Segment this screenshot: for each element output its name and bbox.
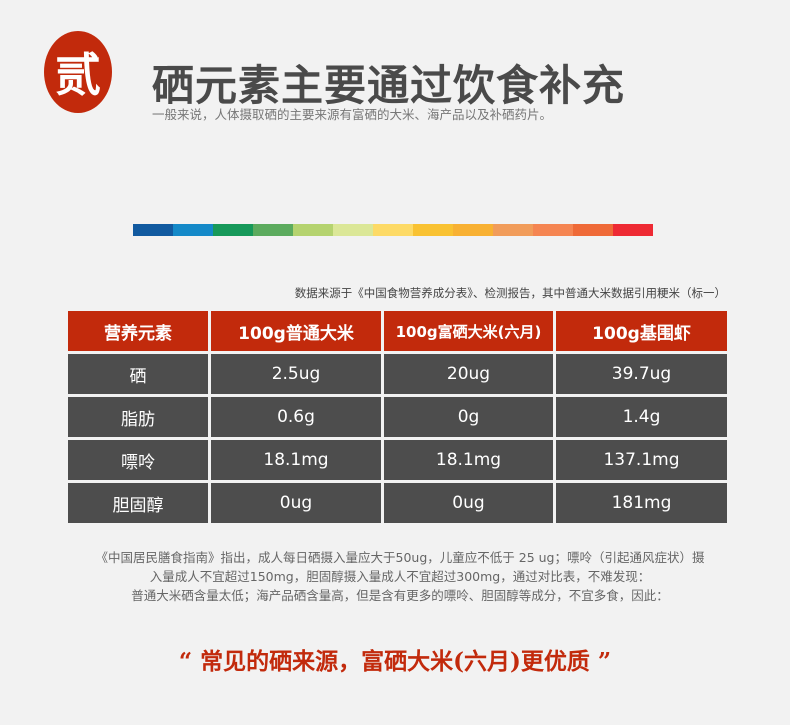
header-cell: 100g基围虾 [556, 311, 727, 351]
color-swatch [373, 224, 413, 236]
table-cell: 18.1mg [211, 440, 381, 480]
table-cell: 181mg [556, 483, 727, 523]
color-swatch [293, 224, 333, 236]
color-swatch [453, 224, 493, 236]
note-line: 《中国居民膳食指南》指出，成人每日硒摄入量应大于50ug，儿童应不低于 25 u… [95, 550, 705, 565]
page-title: 硒元素主要通过饮食补充 [152, 61, 626, 110]
color-swatch [413, 224, 453, 236]
table-row: 胆固醇 0ug 0ug 181mg [68, 483, 727, 523]
header-cell: 100g普通大米 [211, 311, 381, 351]
color-swatch [173, 224, 213, 236]
note-line: 入量成人不宜超过150mg，胆固醇摄入量成人不宜超过300mg，通过对比表，不难… [149, 569, 651, 584]
color-swatch [253, 224, 293, 236]
color-swatch [133, 224, 173, 236]
explanation-text: 《中国居民膳食指南》指出，成人每日硒摄入量应大于50ug，儿童应不低于 25 u… [40, 548, 760, 605]
table-cell: 39.7ug [556, 354, 727, 394]
source-note: 数据来源于《中国食物营养成分表》、检测报告，其中普通大米数据引用粳米（标一） [294, 286, 726, 300]
section-number-badge: 贰 [44, 31, 112, 113]
table-cell: 0ug [384, 483, 553, 523]
header-cell: 营养元素 [68, 311, 208, 351]
conclusion-quote: “ 常见的硒来源，富硒大米(六月)更优质 ” [178, 648, 612, 675]
header-cell: 100g富硒大米(六月) [384, 311, 553, 351]
table-cell: 硒 [68, 354, 208, 394]
page-subtitle: 一般来说，人体摄取硒的主要来源有富硒的大米、海产品以及补硒药片。 [152, 107, 553, 122]
nutrition-table: 营养元素 100g普通大米 100g富硒大米(六月) 100g基围虾 硒 2.5u… [65, 308, 730, 526]
color-swatch [493, 224, 533, 236]
table-cell: 0ug [211, 483, 381, 523]
color-swatch [213, 224, 253, 236]
table-cell: 0g [384, 397, 553, 437]
table-cell: 嘌呤 [68, 440, 208, 480]
table-row: 硒 2.5ug 20ug 39.7ug [68, 354, 727, 394]
table-cell: 胆固醇 [68, 483, 208, 523]
color-bar [133, 224, 653, 236]
color-swatch [333, 224, 373, 236]
table-cell: 0.6g [211, 397, 381, 437]
color-swatch [573, 224, 613, 236]
table-cell: 2.5ug [211, 354, 381, 394]
table-header-row: 营养元素 100g普通大米 100g富硒大米(六月) 100g基围虾 [68, 311, 727, 351]
table-cell: 18.1mg [384, 440, 553, 480]
color-swatch [613, 224, 653, 236]
table-cell: 20ug [384, 354, 553, 394]
table-cell: 1.4g [556, 397, 727, 437]
table-cell: 137.1mg [556, 440, 727, 480]
note-line: 普通大米硒含量太低；海产品硒含量高，但是含有更多的嘌呤、胆固醇等成分，不宜多食，… [131, 588, 669, 603]
table-row: 嘌呤 18.1mg 18.1mg 137.1mg [68, 440, 727, 480]
color-swatch [533, 224, 573, 236]
table-row: 脂肪 0.6g 0g 1.4g [68, 397, 727, 437]
table-cell: 脂肪 [68, 397, 208, 437]
